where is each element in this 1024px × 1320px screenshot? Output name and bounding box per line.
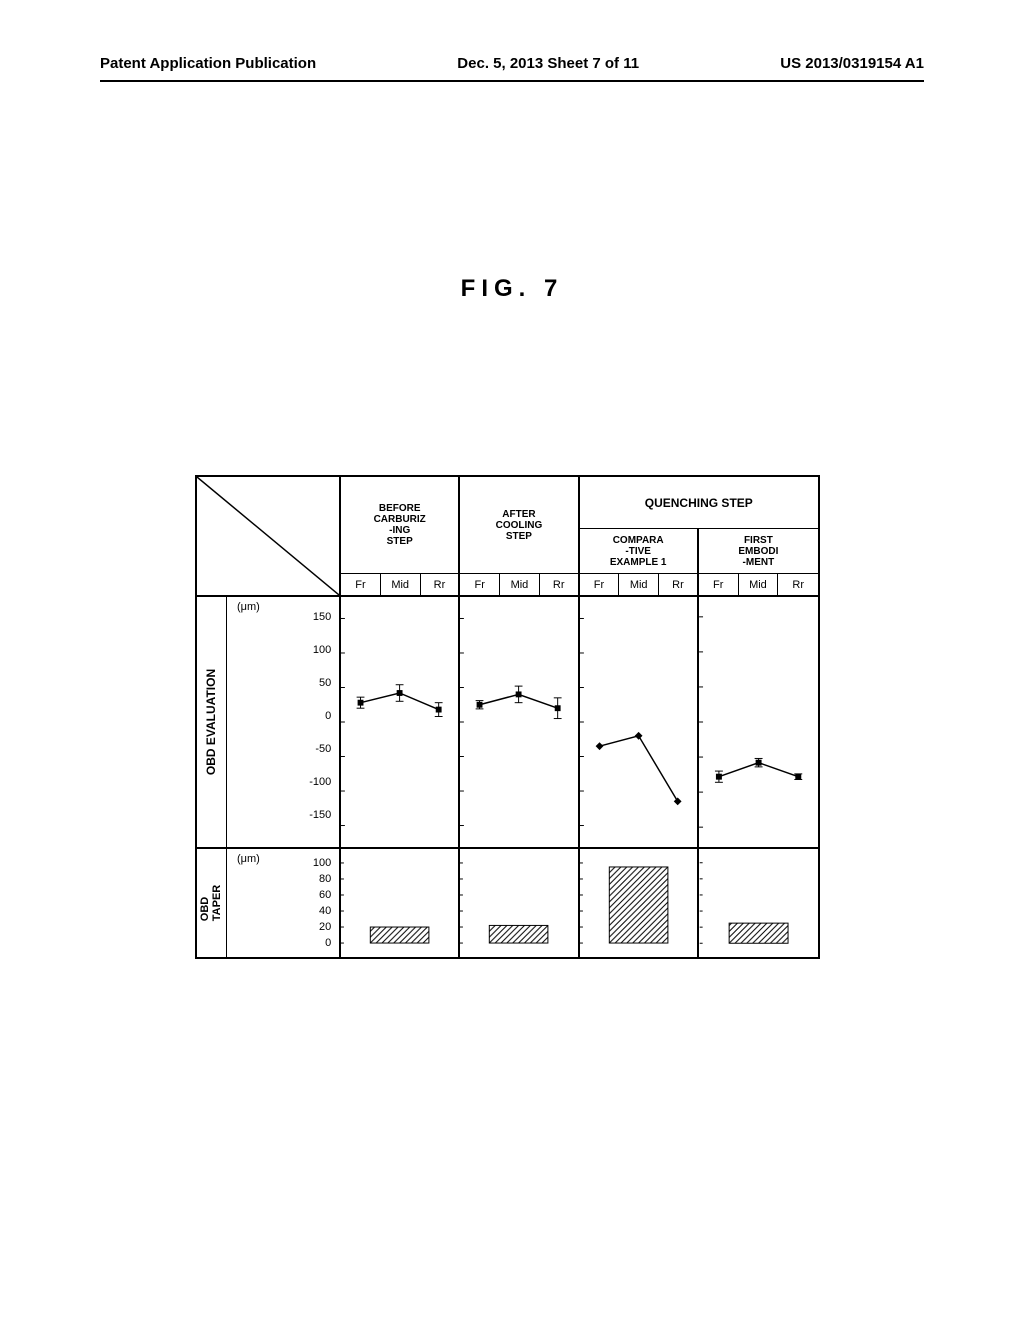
eval-axis-ticks: 150100500-50-100-150	[309, 611, 331, 842]
subcol-rr: Rr	[778, 573, 818, 595]
taper-chart-after-cooling	[460, 849, 579, 957]
col-header-quenching: QUENCHING STEP	[580, 477, 818, 529]
subcol-mid: Mid	[500, 573, 540, 595]
taper-axis-ticks: 100806040200	[313, 857, 331, 953]
eval-axis-unit: (μm)	[237, 601, 260, 613]
taper-axis-unit: (μm)	[237, 853, 260, 865]
header-date-sheet: Dec. 5, 2013 Sheet 7 of 11	[457, 55, 639, 72]
col-header-first-embodiment: FIRST EMBODI -MENT	[699, 529, 818, 573]
eval-chart-first-embodiment	[699, 597, 818, 847]
row-obd-evaluation: OBD EVALUATION (μm) 150100500-50-100-150	[197, 595, 818, 847]
row-label-eval: OBD EVALUATION	[205, 669, 219, 775]
subcol-rr: Rr	[540, 573, 580, 595]
figure-table: BEFORE CARBURIZ -ING STEP AFTER COOLING …	[195, 475, 820, 959]
subcol-fr: Fr	[699, 573, 739, 595]
col-header-comparative: COMPARA -TIVE EXAMPLE 1	[580, 529, 699, 573]
subcol-mid: Mid	[619, 573, 659, 595]
subcol-fr: Fr	[460, 573, 500, 595]
eval-chart-before	[341, 597, 460, 847]
subcol-rr: Rr	[659, 573, 699, 595]
header-divider	[100, 80, 924, 82]
subcol-mid: Mid	[381, 573, 421, 595]
eval-chart-comparative	[580, 597, 699, 847]
taper-chart-before	[341, 849, 460, 957]
subcol-rr: Rr	[421, 573, 461, 595]
eval-chart-after-cooling	[460, 597, 579, 847]
table-corner	[197, 477, 341, 529]
subcol-mid: Mid	[739, 573, 779, 595]
row-label-taper: OBD TAPER	[200, 885, 224, 921]
subcol-fr: Fr	[341, 573, 381, 595]
header-patent-number: US 2013/0319154 A1	[780, 55, 924, 72]
taper-chart-comparative	[580, 849, 699, 957]
corner-spacer-1	[197, 529, 341, 573]
figure-label: FIG. 7	[0, 275, 1024, 303]
header-publication: Patent Application Publication	[100, 55, 316, 72]
row-obd-taper: OBD TAPER (μm) 100806040200	[197, 847, 818, 957]
taper-chart-first-embodiment	[699, 849, 818, 957]
subcol-fr: Fr	[580, 573, 620, 595]
